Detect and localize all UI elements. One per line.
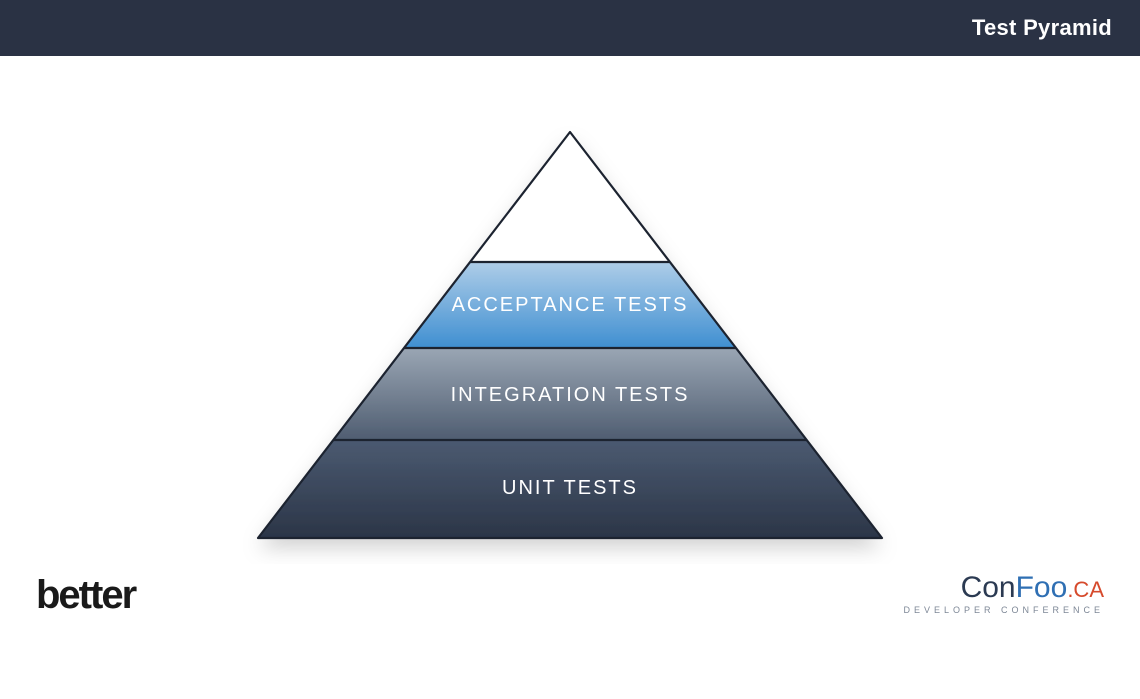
pyramid-diagram: ACCEPTANCE TESTS INTEGRATION TESTS UNIT TE… — [240, 114, 900, 564]
better-logo: better — [36, 575, 135, 615]
pyramid-label-unit: UNIT TESTS — [502, 477, 638, 499]
confoo-main: ConFoo.CA — [903, 572, 1104, 604]
confoo-mid: Foo — [1016, 571, 1068, 604]
pyramid-label-acceptance: ACCEPTANCE TESTS — [452, 294, 689, 316]
confoo-tagline: DEVELOPER CONFERENCE — [903, 606, 1104, 615]
footer: better ConFoo.CA DEVELOPER CONFERENCE — [0, 572, 1140, 641]
pyramid-layer-apex — [470, 132, 670, 262]
confoo-logo: ConFoo.CA DEVELOPER CONFERENCE — [903, 572, 1104, 615]
pyramid-label-integration: INTEGRATION TESTS — [451, 384, 690, 406]
confoo-suffix: .CA — [1067, 577, 1104, 602]
page-title: Test Pyramid — [972, 15, 1112, 41]
confoo-prefix: Con — [961, 571, 1016, 604]
header-bar: Test Pyramid — [0, 0, 1140, 56]
